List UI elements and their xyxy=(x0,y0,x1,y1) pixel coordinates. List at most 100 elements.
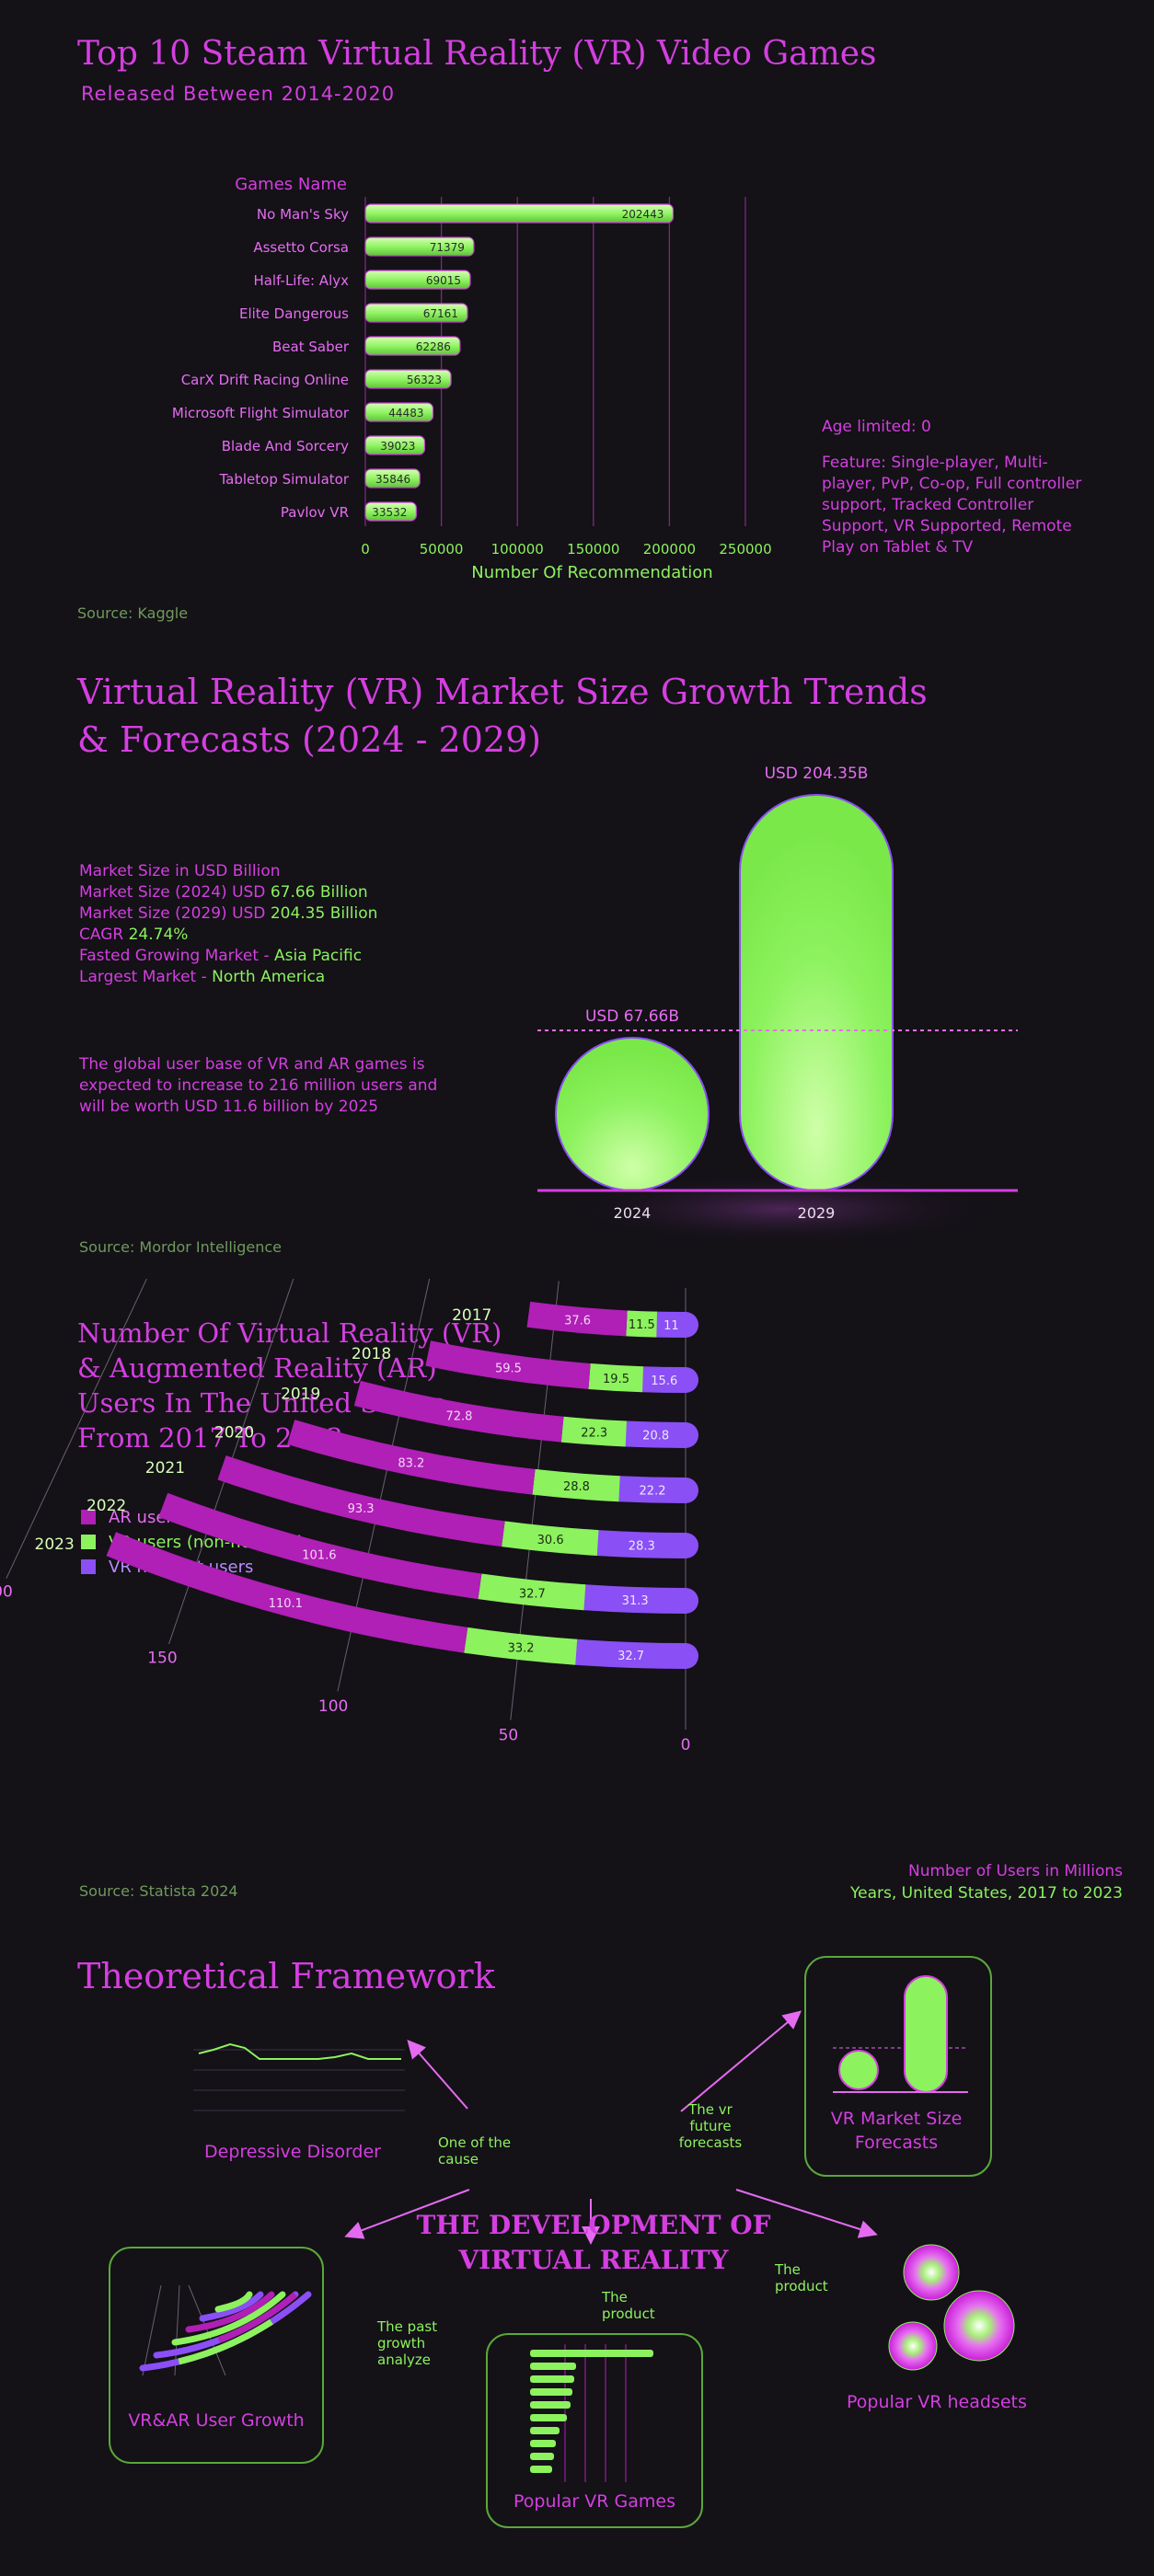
edge-past: The past growth analyze xyxy=(377,2318,438,2368)
users-value-label: 37.6 xyxy=(564,1315,591,1328)
market-stat-label: Largest Market - xyxy=(79,968,213,986)
market-stat-value: North America xyxy=(212,968,326,986)
users-arc-segment xyxy=(287,1420,536,1495)
game-bar xyxy=(364,369,452,389)
users-year-label: 2022 xyxy=(87,1497,126,1515)
users-value-label: 83.2 xyxy=(398,1457,424,1471)
radial-tick-label: 150 xyxy=(147,1650,177,1668)
section2-title-line2: & Forecasts (2024 - 2029) xyxy=(77,719,542,760)
x-tick-label: 0 xyxy=(361,541,370,558)
market-size-chart: USD 67.66B 2024 USD 204.35B 2029 xyxy=(537,765,1018,1246)
section1-subtitle: Released Between 2014-2020 xyxy=(81,83,396,105)
users-value-label: 31.3 xyxy=(622,1594,649,1608)
users-arc-segment xyxy=(217,1455,505,1547)
center-title-1: THE DEVELOPMENT OF xyxy=(416,2210,771,2240)
legend-swatch xyxy=(81,1510,96,1524)
users-mini-icon xyxy=(139,2284,312,2376)
users-arc-segment xyxy=(464,1627,578,1665)
game-bar xyxy=(364,501,417,522)
users-value-label: 33.2 xyxy=(508,1641,535,1655)
scope-note: Years, United States, 2017 to 2023 xyxy=(850,1884,1123,1903)
users-value-label: 22.3 xyxy=(581,1427,607,1441)
users-value-label: 19.5 xyxy=(603,1373,629,1386)
node-users: VR&AR User Growth xyxy=(128,2410,305,2431)
users-value-label: 22.2 xyxy=(640,1485,666,1499)
game-value-label: 56323 xyxy=(407,374,442,386)
edge-product-1: The product xyxy=(602,2289,655,2322)
game-bar xyxy=(364,203,675,224)
game-name-label: Beat Saber xyxy=(272,339,350,355)
legend-swatch xyxy=(81,1535,96,1549)
game-name-label: Pavlov VR xyxy=(281,504,349,521)
radial-tick-label: 100 xyxy=(318,1697,348,1716)
market-stat-row: Largest Market - North America xyxy=(79,967,377,988)
users-arc-segment xyxy=(560,1416,627,1447)
users-arc-segment xyxy=(629,1366,698,1393)
age-limit-note: Age limited: 0 xyxy=(822,418,931,436)
radial-tick-label: 0 xyxy=(681,1736,691,1754)
headset-orb-3 xyxy=(888,2321,938,2371)
radial-tick-label: 200 xyxy=(0,1583,13,1602)
node-depressive: Depressive Disorder xyxy=(204,2142,381,2162)
users-value-label: 101.6 xyxy=(302,1549,336,1563)
radial-tick-label: 50 xyxy=(499,1726,519,1744)
games-panel xyxy=(486,2333,703,2528)
market-stat-value: Asia Pacific xyxy=(273,947,363,965)
feature-note: Feature: Single-player, Multi-player, Pv… xyxy=(822,454,1082,557)
game-value-label: 33532 xyxy=(372,506,407,519)
games-bar-chart: Games Name No Man's Sky 202443 Assetto Cors… xyxy=(172,175,772,582)
users-value-label: 59.5 xyxy=(495,1362,522,1375)
users-value-label: 28.8 xyxy=(563,1480,590,1494)
users-value-label: 11.5 xyxy=(629,1318,655,1332)
node-headsets: Popular VR headsets xyxy=(847,2392,1027,2412)
users-arc-segment xyxy=(563,1639,698,1669)
arrow-to-market xyxy=(680,2010,802,2112)
game-value-label: 35846 xyxy=(375,473,410,486)
users-year-label: 2021 xyxy=(145,1459,185,1478)
users-value-label: 28.3 xyxy=(629,1539,655,1553)
users-value-label: 11 xyxy=(664,1319,679,1333)
game-name-label: Assetto Corsa xyxy=(253,239,349,256)
users-arc-segment xyxy=(353,1380,564,1443)
legend-swatch xyxy=(81,1559,96,1574)
users-value-label: 32.7 xyxy=(519,1587,546,1601)
framework-diagram xyxy=(139,1975,1015,2482)
users-panel xyxy=(109,2247,324,2464)
edge-cause: One of the cause xyxy=(438,2134,512,2168)
users-value-label: 72.8 xyxy=(445,1410,472,1424)
game-name-label: Blade And Sorcery xyxy=(222,438,349,454)
arrow-to-depressive xyxy=(407,2039,468,2110)
market-value-label: USD 67.66B xyxy=(585,1007,679,1026)
users-arc-segment xyxy=(588,1363,644,1393)
users-year-label: 2017 xyxy=(452,1306,491,1325)
game-value-label: 39023 xyxy=(380,440,415,453)
edge-future: The vr future forecasts xyxy=(678,2101,743,2151)
users-value-label: 110.1 xyxy=(269,1597,303,1611)
game-bar xyxy=(364,303,468,323)
market-stats: Market Size in USD Billion Market Size (2… xyxy=(79,861,377,988)
x-tick-label: 50000 xyxy=(420,541,464,558)
game-bar xyxy=(364,468,421,489)
users-note: The global user base of VR and AR games … xyxy=(79,1055,438,1116)
x-tick-label: 150000 xyxy=(567,541,619,558)
users-year-label: 2018 xyxy=(352,1345,391,1363)
users-year-label: 2020 xyxy=(214,1424,254,1443)
users-arc-segment xyxy=(478,1573,586,1611)
game-value-label: 44483 xyxy=(388,407,423,420)
section3-title-line2: & Augmented Reality (AR) xyxy=(77,1352,437,1384)
users-arc-segment xyxy=(425,1340,591,1389)
users-value-label: 20.8 xyxy=(642,1430,669,1443)
game-value-label: 202443 xyxy=(622,208,664,221)
market-value-label: USD 204.35B xyxy=(765,765,869,783)
market-year-label: 2024 xyxy=(614,1204,652,1222)
game-name-label: Elite Dangerous xyxy=(239,305,349,322)
market-stat-row: Market Size (2024) USD 67.66 Billion xyxy=(79,882,377,903)
section1-title: Top 10 Steam Virtual Reality (VR) Video … xyxy=(77,35,877,73)
game-value-label: 67161 xyxy=(423,307,458,320)
market-mini-icon xyxy=(833,1975,968,2093)
headset-orb-2 xyxy=(943,2290,1015,2362)
market-bar xyxy=(555,1037,710,1191)
users-value-label: 32.7 xyxy=(617,1650,644,1663)
market-stat-row: Market Size (2029) USD 204.35 Billion xyxy=(79,903,377,925)
users-radial-chart: 0 50 100 150 200 11 11.5 37.6 2017 15.6 19.5 59.5 20… xyxy=(0,1279,698,1754)
